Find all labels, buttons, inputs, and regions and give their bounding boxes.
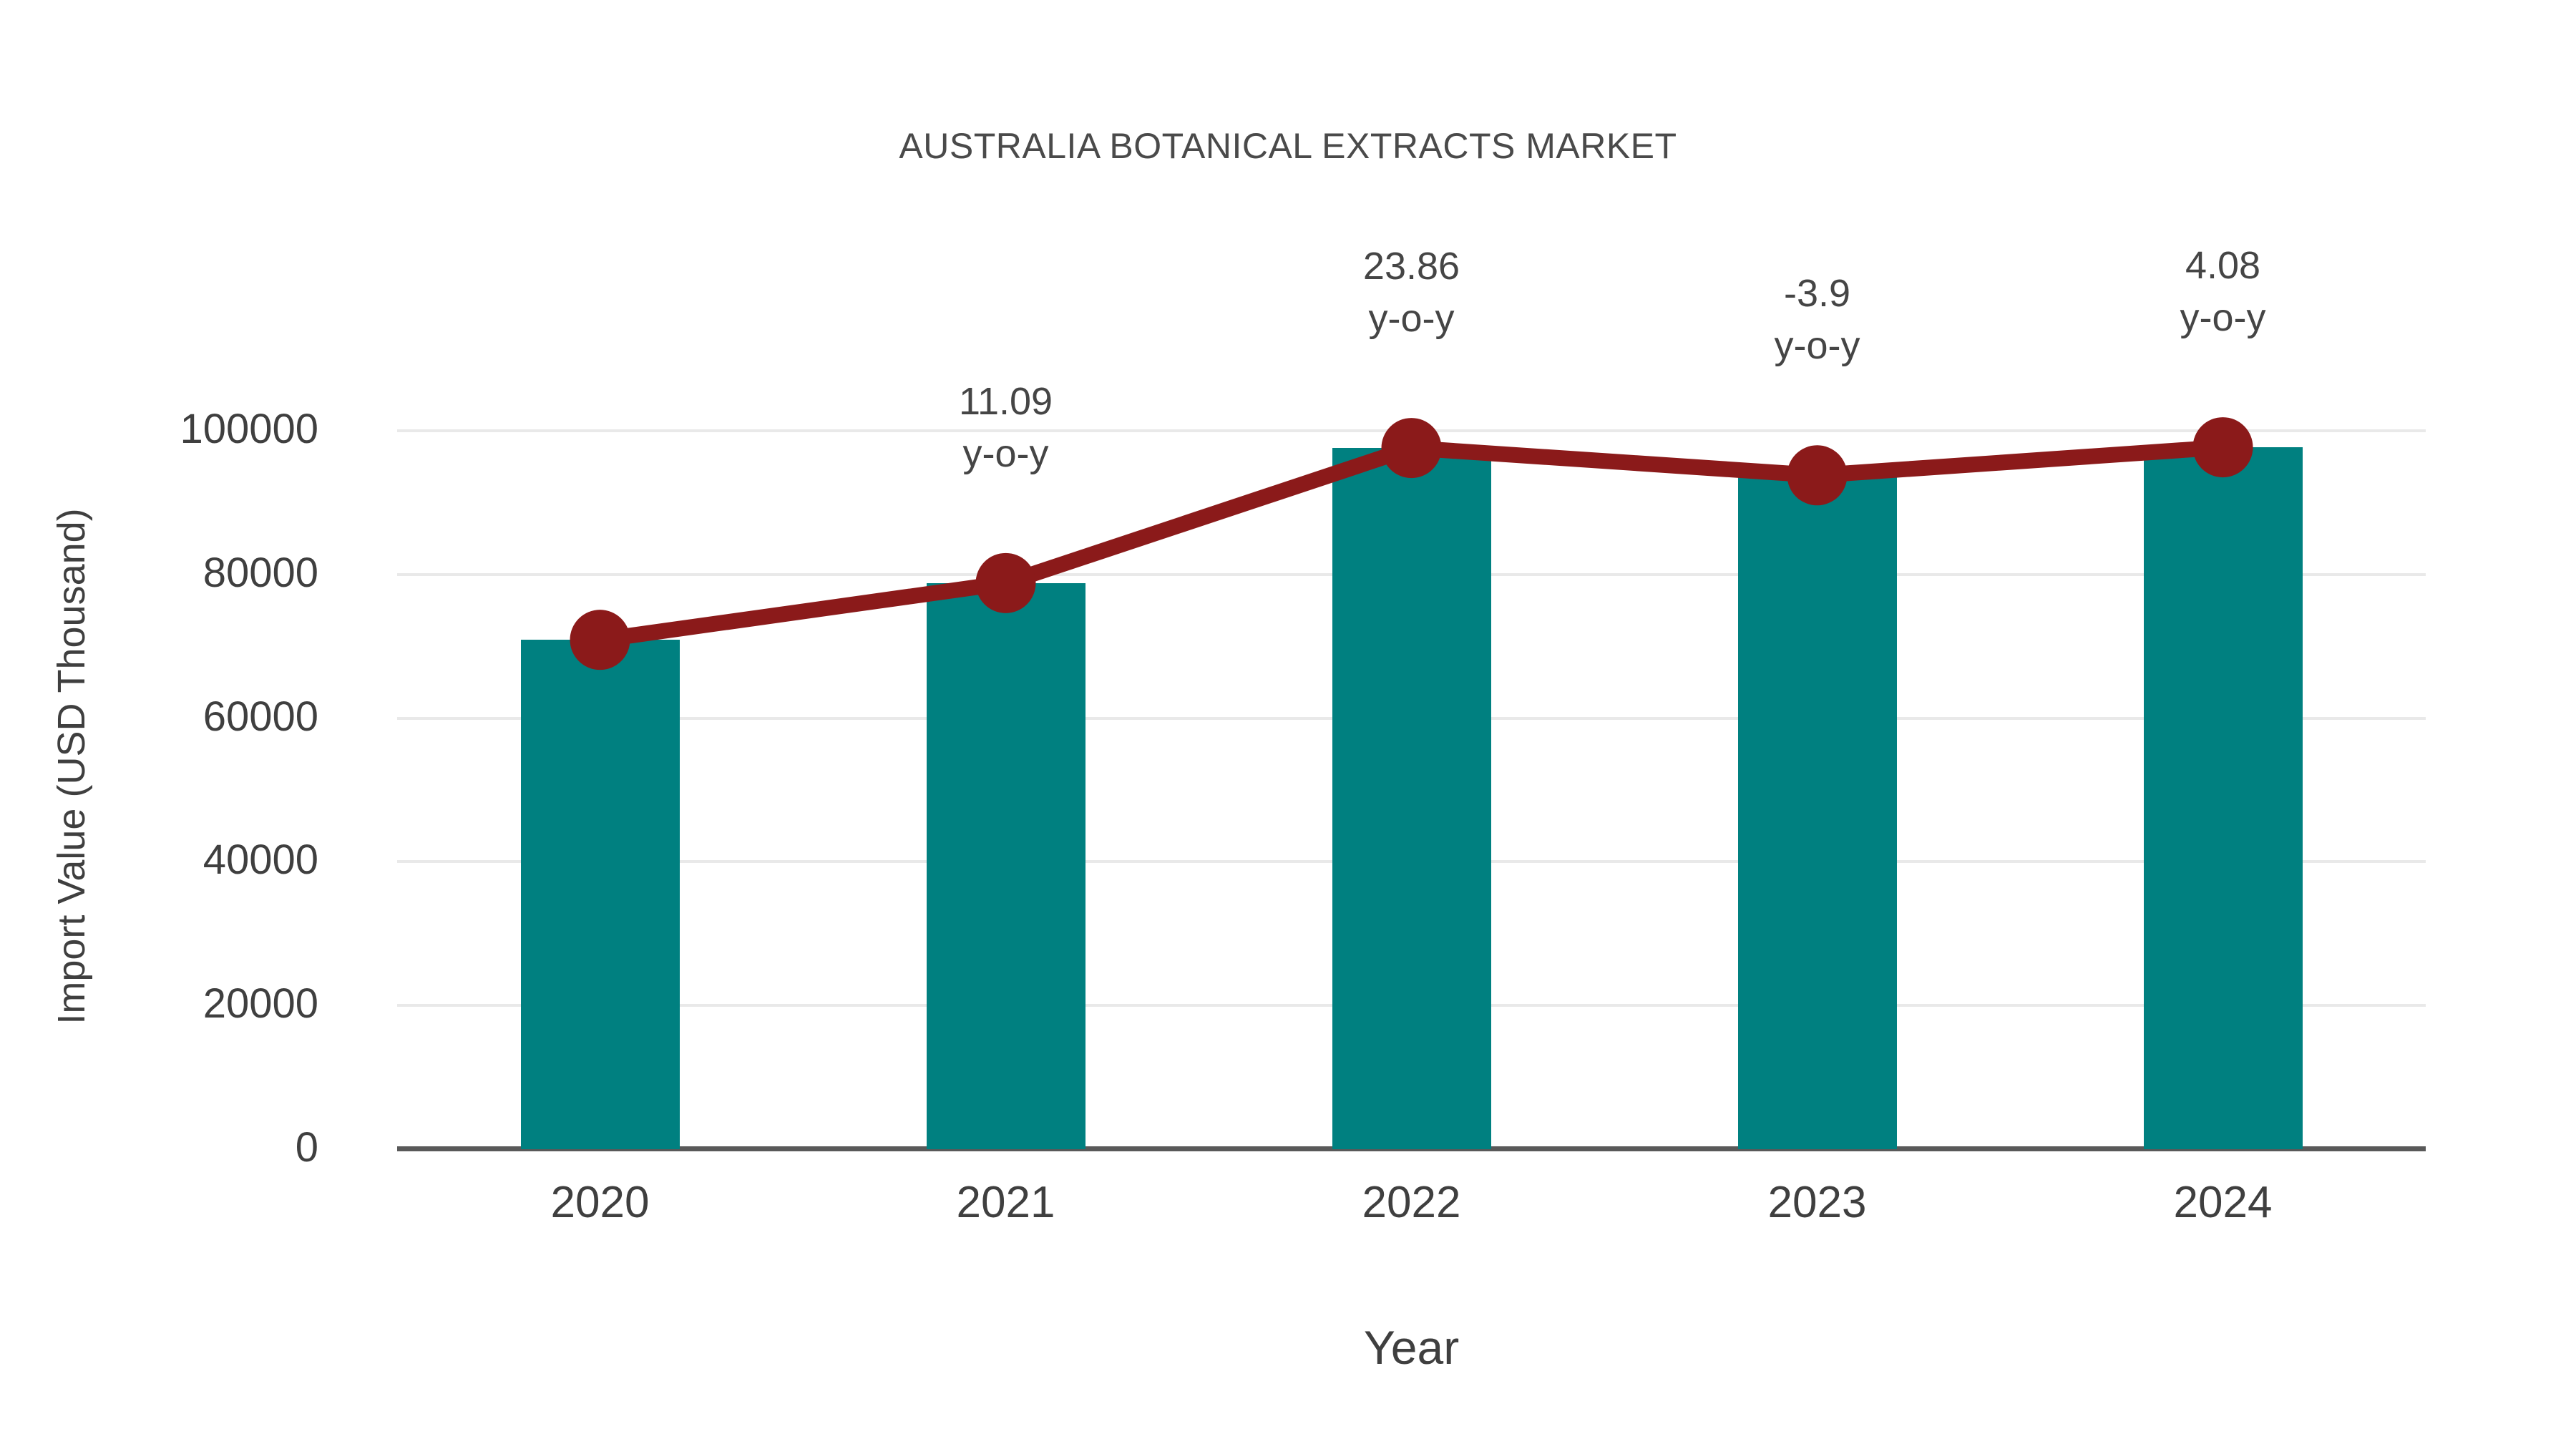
annotation-unit: y-o-y (962, 431, 1049, 475)
annotation-value: 11.09 (958, 379, 1053, 423)
bar-2022[interactable] (1332, 448, 1491, 1149)
x-tick-label-2020: 2020 (550, 1178, 650, 1227)
x-axis-title: Year (1363, 1321, 1460, 1374)
y-tick-label: 80000 (203, 549, 318, 596)
y-tick-label: 60000 (203, 693, 318, 740)
annotation-unit: y-o-y (2180, 296, 2266, 339)
y-tick-label: 100000 (180, 406, 318, 452)
bar-2024[interactable] (2143, 447, 2303, 1149)
annotation-2024: 4.08 y-o-y (2073, 240, 2373, 344)
bar-2023[interactable] (1737, 475, 1897, 1149)
annotation-value: -3.9 (1783, 272, 1851, 316)
y-tick-label: 0 (295, 1124, 318, 1171)
x-tick-label-2021: 2021 (956, 1178, 1055, 1227)
bar-2021[interactable] (926, 582, 1085, 1149)
annotation-value: 4.08 (2185, 244, 2261, 288)
y-tick-label: 20000 (203, 980, 318, 1028)
gridline (397, 429, 2426, 432)
annotation-value: 23.86 (1362, 245, 1460, 288)
annotation-2022: 23.86 y-o-y (1262, 240, 1562, 345)
x-tick-label-2023: 2023 (1767, 1178, 1867, 1227)
annotation-unit: y-o-y (1774, 324, 1860, 368)
chart-title: AUSTRALIA BOTANICAL EXTRACTS MARKET (899, 126, 1677, 166)
annotation-2023: -3.9 y-o-y (1667, 268, 1968, 372)
x-tick-label-2024: 2024 (2173, 1178, 2273, 1227)
x-tick-label-2022: 2022 (1362, 1178, 1461, 1227)
y-tick-label: 40000 (203, 836, 318, 884)
annotation-unit: y-o-y (1368, 296, 1455, 340)
bar-2020[interactable] (520, 640, 680, 1149)
annotation-2021: 11.09 y-o-y (856, 376, 1156, 480)
